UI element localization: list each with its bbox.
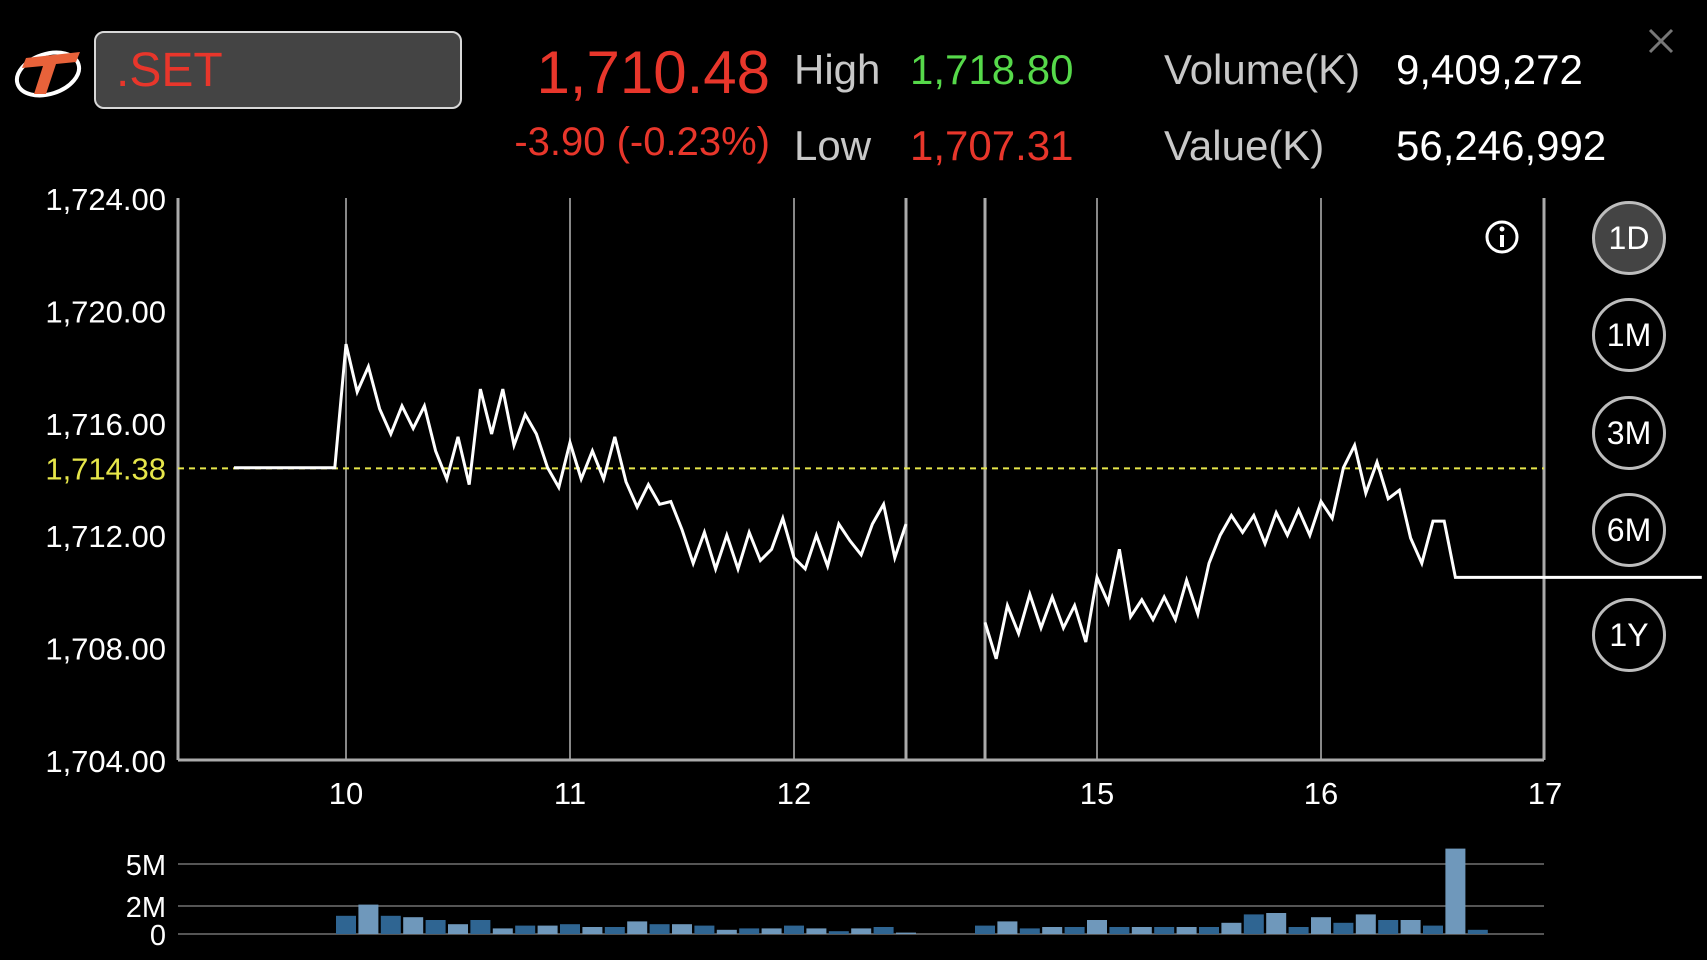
volume-bar (448, 924, 468, 934)
range-button-1d[interactable]: 1D (1592, 201, 1666, 275)
volume-bar (380, 915, 401, 934)
volume-bar (492, 928, 513, 934)
price-line-segment (983, 440, 1702, 660)
volume-tick-label: 5M (126, 850, 166, 882)
close-icon[interactable] (1646, 26, 1676, 56)
price-line-segment (234, 343, 908, 574)
volume-bar (694, 925, 715, 934)
volume-bar (975, 925, 995, 934)
volume-bar (1266, 913, 1287, 934)
volume-bar (1042, 927, 1063, 934)
volume-bar (1243, 914, 1264, 934)
volume-bar (1467, 929, 1488, 934)
x-tick-label: 10 (329, 776, 363, 811)
high-label: High (794, 46, 881, 93)
volume-bar (649, 924, 670, 934)
volume-bar (1199, 927, 1219, 934)
volume-bar (1064, 927, 1085, 934)
y-tick-label: 1,704.00 (45, 744, 166, 779)
volume-bar (1109, 927, 1130, 934)
volume-bar (1400, 920, 1421, 934)
y-tick-label: 1,720.00 (45, 294, 166, 329)
volume-bar (1288, 927, 1309, 934)
price-grid (345, 198, 1322, 760)
volume-bar (1423, 925, 1443, 934)
volume-bar (716, 929, 737, 934)
range-button-3m[interactable]: 3M (1592, 396, 1666, 470)
x-tick-label: 11 (554, 776, 586, 811)
x-tick-label: 12 (777, 776, 811, 811)
volume-bar (515, 925, 536, 934)
range-button-1y[interactable]: 1Y (1592, 598, 1666, 672)
volume-bar (537, 925, 558, 934)
value-value: 56,246,992 (1396, 122, 1607, 169)
volume-bar (1131, 927, 1152, 934)
prev-close-label: 1,714.38 (45, 451, 166, 486)
volume-bar (470, 920, 491, 934)
price-change: -3.90 (-0.23%) (514, 120, 770, 164)
volume-value: 9,409,272 (1396, 46, 1583, 93)
volume-bar (425, 920, 446, 934)
symbol-text: .SET (116, 44, 223, 97)
range-button-6m[interactable]: 6M (1592, 493, 1666, 567)
volume-bar (828, 931, 849, 934)
volume-bar (784, 925, 804, 934)
y-tick-label: 1,712.00 (45, 519, 166, 554)
volume-bar (851, 928, 872, 934)
volume-tick-label: 2M (126, 892, 166, 924)
last-price: 1,710.48 (536, 39, 770, 106)
volume-bar (1019, 928, 1040, 934)
high-value: 1,718.80 (910, 46, 1074, 93)
x-tick-label: 15 (1080, 776, 1114, 811)
app-logo (14, 50, 82, 98)
volume-bar (627, 921, 648, 934)
low-label: Low (794, 122, 872, 169)
volume-bar (560, 924, 580, 934)
x-tick-label: 16 (1304, 776, 1338, 811)
volume-bar (582, 927, 603, 934)
y-tick-label: 1,708.00 (45, 632, 166, 667)
price-lines (178, 343, 1702, 660)
volume-bar (1087, 920, 1107, 934)
volume-bar (896, 932, 916, 934)
volume-bar (336, 915, 356, 934)
value-label: Value(K) (1164, 122, 1325, 169)
volume-bar (1355, 914, 1376, 934)
volume-bar (761, 928, 782, 934)
symbol-search-box[interactable]: .SET (94, 31, 462, 109)
volume-bar (1176, 927, 1197, 934)
volume-bar (806, 928, 827, 934)
volume-grid: 5M 2M0 (126, 850, 1544, 952)
volume-tick-label: 0 (150, 920, 166, 952)
range-button-1m[interactable]: 1M (1592, 298, 1666, 372)
volume-bar (1333, 922, 1354, 934)
volume-bar (873, 927, 894, 934)
volume-bar (997, 921, 1018, 934)
low-value: 1,707.31 (910, 122, 1074, 169)
volume-bar (672, 924, 692, 934)
volume-label: Volume(K) (1164, 46, 1361, 93)
volume-bar (1311, 917, 1331, 934)
volume-bar (403, 917, 424, 934)
volume-bar (739, 928, 760, 934)
volume-bar (1378, 920, 1399, 934)
info-icon[interactable] (1485, 220, 1519, 254)
volume-bar (1221, 922, 1242, 934)
y-tick-label: 1,724.00 (45, 182, 166, 217)
y-tick-label: 1,716.00 (45, 407, 166, 442)
volume-bar (1154, 927, 1175, 934)
x-tick-label: 17 (1528, 776, 1562, 811)
volume-bar (604, 927, 625, 934)
volume-bars (336, 848, 1488, 934)
volume-bar (1445, 848, 1466, 934)
volume-bar (358, 904, 379, 934)
price-axes: 1,724.00 1,720.00 1,716.00 1,712.00 1,708.00… (45, 182, 1562, 811)
